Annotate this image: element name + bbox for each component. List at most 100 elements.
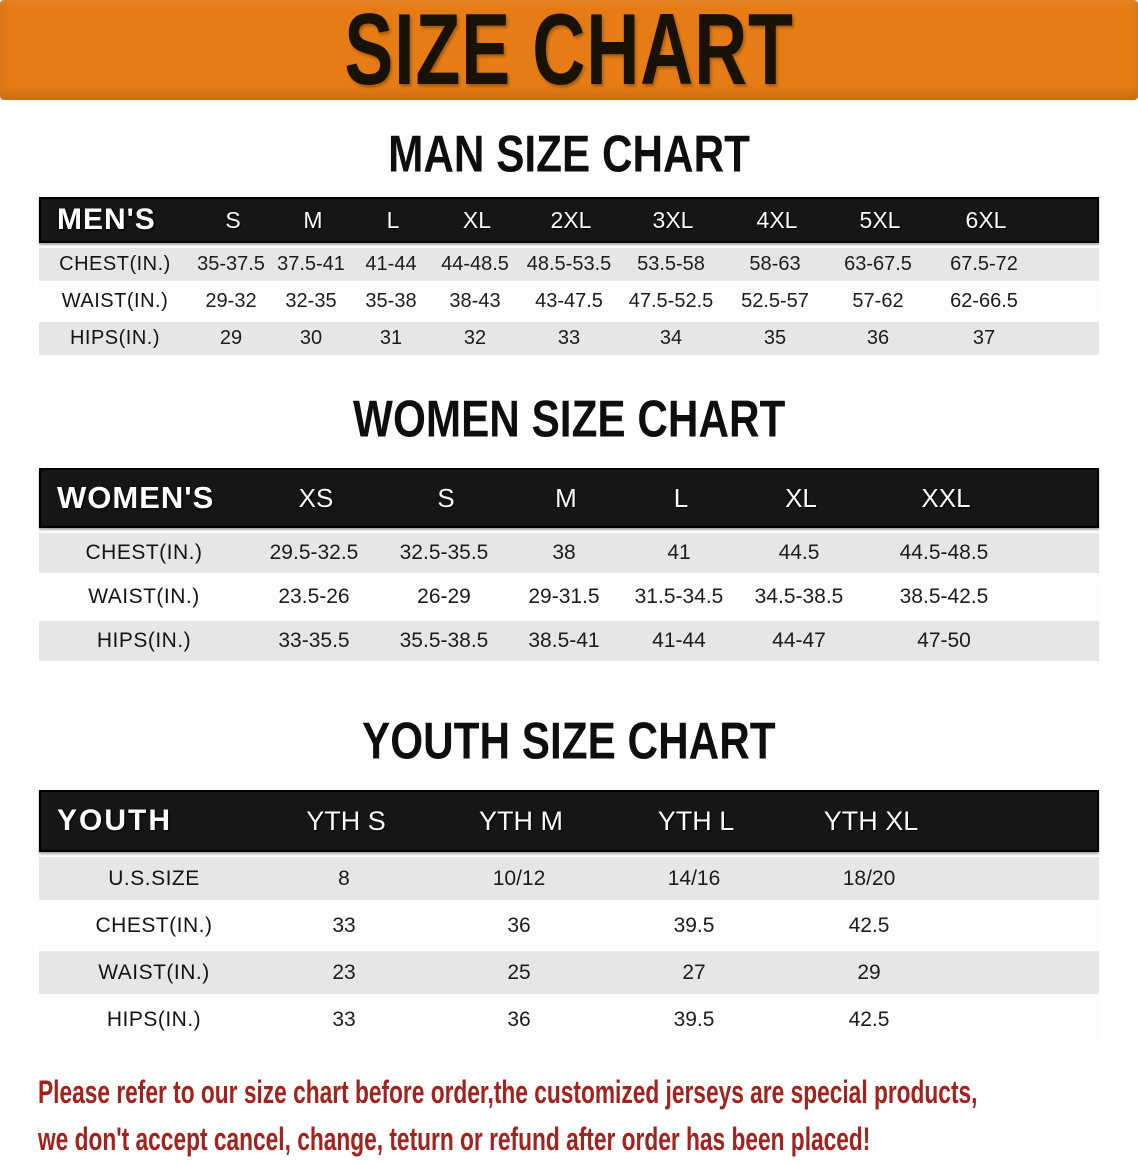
column-header-cell: 2XL [550,206,592,233]
value-cell: 39.5 [673,913,715,937]
table-row: HIPS(IN.) 29 30 31 32 33 34 35 36 37 [39,322,1099,355]
value-cell: 52.5-57 [741,290,809,312]
table-title-cell: MEN'S [57,203,156,236]
value-cell: 10/12 [492,866,546,890]
value-cell: 25 [507,960,531,984]
youth-section: YOUTH SIZE CHART YOUTH YTH S YTH M YTH L YTH… [0,711,1138,1041]
disclaimer-line-1: Please refer to our size chart before or… [38,1069,1100,1116]
table-row: HIPS(IN.) 33 36 39.5 42.5 [39,998,1099,1041]
value-cell: 33 [557,327,581,349]
column-header-cell: 5XL [859,206,901,233]
column-header-cell: 6XL [965,206,1007,233]
row-label-cell: HIPS(IN.) [96,629,192,652]
youth-section-heading: YOUTH SIZE CHART [0,711,1138,770]
value-cell: 58-63 [749,253,801,275]
value-cell: 57-62 [852,290,904,312]
disclaimer-line-2: we don't accept cancel, change, teturn o… [38,1116,1100,1163]
value-cell: 41-44 [365,253,417,275]
value-cell: 31.5-34.5 [634,585,724,608]
row-label-cell: CHEST(IN.) [59,253,171,275]
disclaimer-line-2-text: we don't accept cancel, change, teturn o… [38,1121,871,1158]
row-label-cell: CHEST(IN.) [85,541,203,564]
column-header-cell: L [673,482,689,513]
row-label-cell: CHEST(IN.) [95,913,213,937]
value-cell: 18/20 [842,866,896,890]
value-cell: 8 [338,866,350,890]
value-cell: 36 [507,913,531,937]
table-header-row: WOMEN'S XS S M L XL XXL [39,468,1099,528]
youth-section-heading-text: YOUTH SIZE CHART [362,711,776,770]
value-cell: 35-37.5 [197,253,265,275]
value-cell: 29 [219,327,243,349]
women-section-heading-text: WOMEN SIZE CHART [352,389,786,448]
value-cell: 35-38 [365,290,417,312]
column-header-cell: S [225,206,241,233]
column-header-cell: YTH L [657,805,735,836]
man-section-heading-text: MAN SIZE CHART [388,124,750,183]
column-header-cell: XXL [921,482,971,513]
value-cell: 42.5 [848,913,890,937]
value-cell: 23 [332,960,356,984]
value-cell: 36 [507,1007,531,1031]
value-cell: 34.5-38.5 [754,585,844,608]
value-cell: 35 [763,327,787,349]
column-header-cell: XL [785,482,817,513]
banner: SIZE CHART [0,0,1138,107]
value-cell: 53.5-58 [637,253,705,275]
banner-title: SIZE CHART [344,0,794,107]
value-cell: 23.5-26 [278,585,350,608]
value-cell: 38 [552,541,576,564]
value-cell: 41-44 [652,629,706,652]
man-section: MAN SIZE CHART MEN'S S M L XL 2XL 3XL 4XL 5XL 6XL… [0,124,1138,355]
column-header-cell: M [555,482,577,513]
value-cell: 34 [659,327,683,349]
column-header-cell: YTH S [306,805,386,836]
table-row: WAIST(IN.) 23 25 27 29 [39,951,1099,994]
table-header-row: MEN'S S M L XL 2XL 3XL 4XL 5XL 6XL [39,197,1099,243]
column-header-cell: S [437,482,455,513]
column-header-cell: 4XL [756,206,798,233]
value-cell: 32 [463,327,487,349]
value-cell: 29-31.5 [528,585,600,608]
value-cell: 48.5-53.5 [526,253,612,275]
table-row: U.S.SIZE 8 10/12 14/16 18/20 [39,857,1099,900]
column-header-cell: L [386,206,400,233]
row-label-cell: WAIST(IN.) [98,960,210,984]
value-cell: 47.5-52.5 [628,290,714,312]
column-header-cell: YTH XL [823,805,919,836]
column-header-cell: 3XL [652,206,694,233]
column-header-cell: XL [462,206,492,233]
disclaimer: Please refer to our size chart before or… [38,1069,1100,1164]
column-header-cell: XS [298,482,334,513]
value-cell: 44.5-48.5 [899,541,989,564]
man-size-table: MEN'S S M L XL 2XL 3XL 4XL 5XL 6XL CHEST(IN.) 35-37… [39,197,1099,355]
value-cell: 38.5-42.5 [899,585,989,608]
disclaimer-line-1-text: Please refer to our size chart before or… [38,1074,978,1110]
row-label-cell: U.S.SIZE [108,866,200,890]
row-label-cell: HIPS(IN.) [106,1007,202,1031]
value-cell: 36 [866,327,890,349]
value-cell: 31 [379,327,403,349]
table-row: CHEST(IN.) 33 36 39.5 42.5 [39,904,1099,947]
value-cell: 37 [972,327,996,349]
value-cell: 35.5-38.5 [399,629,489,652]
value-cell: 47-50 [917,629,971,652]
table-row: WAIST(IN.) 29-32 32-35 35-38 38-43 43-47.5 47.… [39,285,1099,318]
man-section-heading: MAN SIZE CHART [0,124,1138,183]
value-cell: 32.5-35.5 [399,541,489,564]
value-cell: 42.5 [848,1007,890,1031]
value-cell: 38-43 [449,290,501,312]
table-row: CHEST(IN.) 35-37.5 37.5-41 41-44 44-48.5 48.5… [39,248,1099,281]
value-cell: 26-29 [417,585,471,608]
value-cell: 44-48.5 [441,253,509,275]
women-section: WOMEN SIZE CHART WOMEN'S XS S M L XL XXL CHEST(… [0,389,1138,661]
table-header-row: YOUTH YTH S YTH M YTH L YTH XL [39,790,1099,852]
table-row: WAIST(IN.) 23.5-26 26-29 29-31.5 31.5-34.5 34… [39,577,1099,617]
women-size-table: WOMEN'S XS S M L XL XXL CHEST(IN.) 29.5-32.5 32.5… [39,468,1099,661]
value-cell: 44-47 [772,629,826,652]
value-cell: 41 [667,541,691,564]
value-cell: 33 [332,913,356,937]
value-cell: 32-35 [285,290,337,312]
youth-size-table: YOUTH YTH S YTH M YTH L YTH XL U.S.SIZE 8 10/12… [39,790,1099,1041]
